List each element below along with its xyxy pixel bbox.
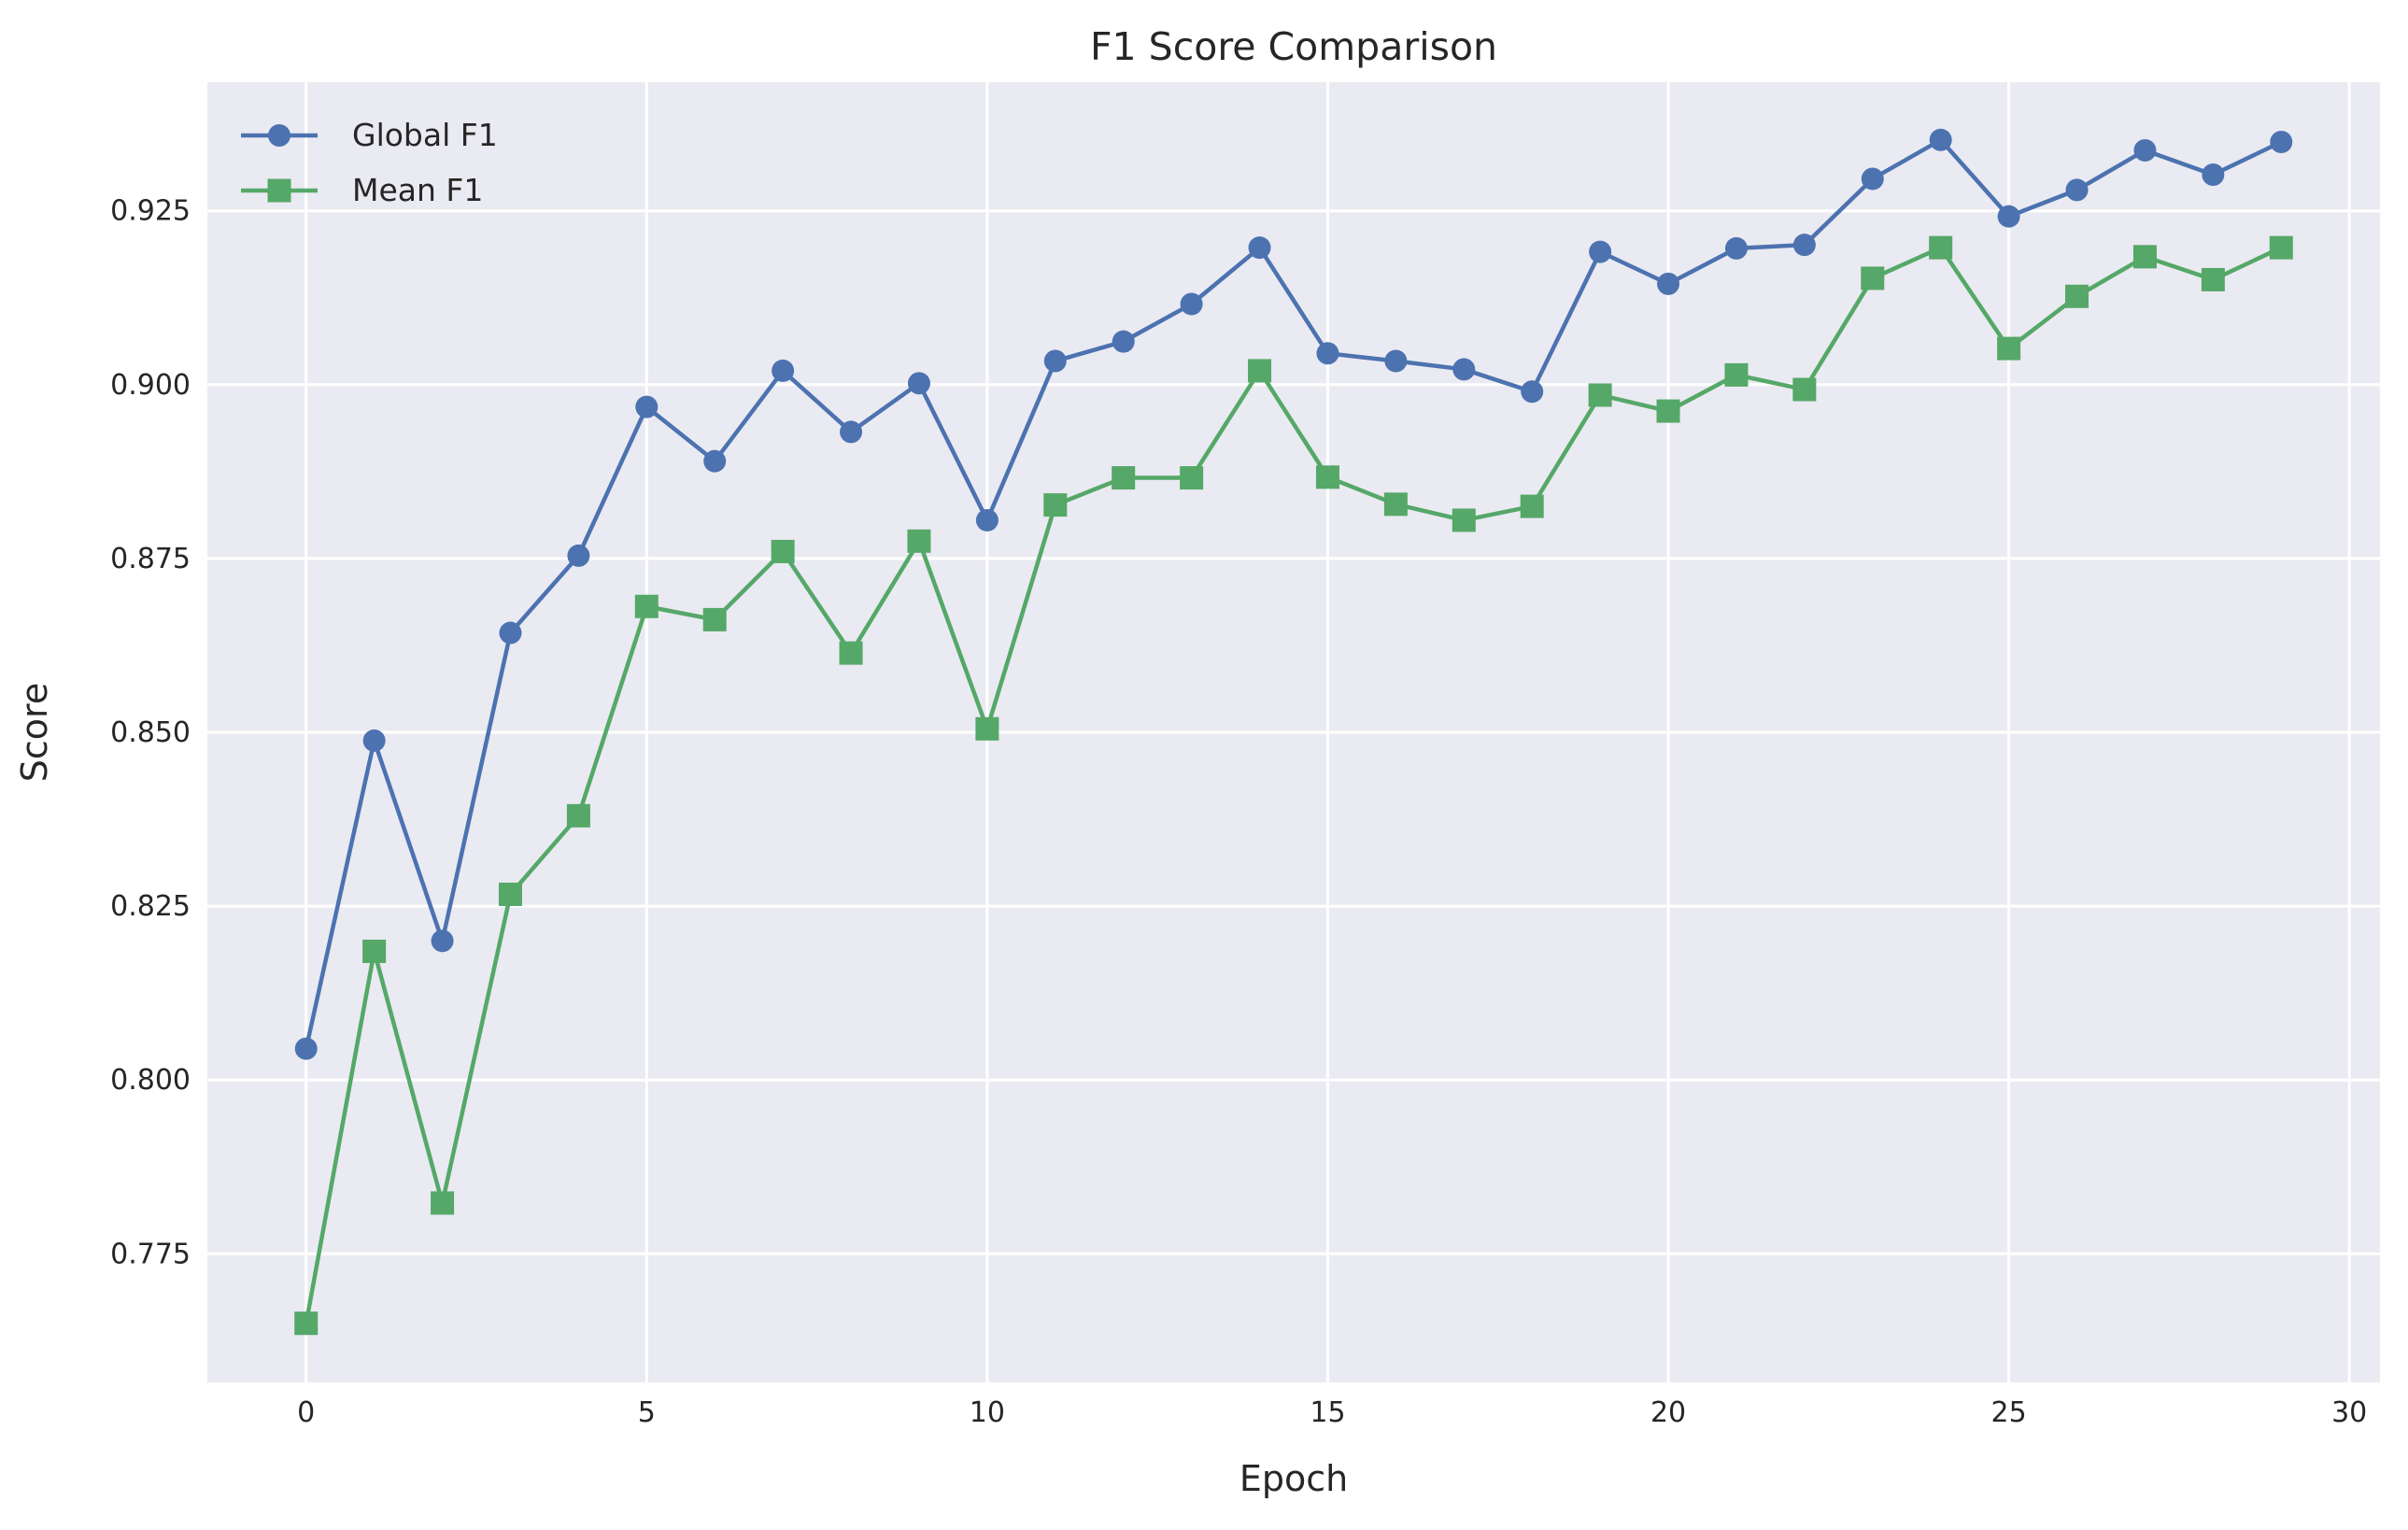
data-point-mean-f1 <box>1180 466 1204 490</box>
data-point-global-f1 <box>907 372 930 395</box>
data-point-mean-f1 <box>702 607 727 631</box>
data-point-mean-f1 <box>1520 494 1544 518</box>
x-tick-label: 15 <box>1310 1396 1345 1429</box>
series-line-global-f1 <box>304 137 2284 1051</box>
x-axis-label: Epoch <box>1239 1458 1348 1499</box>
y-tick-label: 0.875 <box>110 543 191 575</box>
data-point-global-f1 <box>2133 138 2157 162</box>
data-point-mean-f1 <box>1315 465 1339 489</box>
x-tick-label: 5 <box>638 1396 656 1429</box>
legend-marker-mean-f1 <box>267 178 291 203</box>
data-point-mean-f1 <box>1452 508 1476 532</box>
data-point-mean-f1 <box>1656 399 1680 423</box>
x-tick-label: 25 <box>1991 1396 2027 1429</box>
data-point-mean-f1 <box>907 529 931 553</box>
data-point-mean-f1 <box>839 641 863 665</box>
data-point-mean-f1 <box>634 594 659 618</box>
y-tick-label: 0.775 <box>110 1238 191 1270</box>
data-point-global-f1 <box>1043 349 1067 373</box>
series-line-mean-f1 <box>304 245 2284 1325</box>
data-point-global-f1 <box>1248 236 1271 260</box>
data-point-global-f1 <box>499 621 522 645</box>
data-point-mean-f1 <box>431 1191 455 1215</box>
data-point-global-f1 <box>1861 167 1884 191</box>
legend-item-global-f1: Global F1 <box>241 117 498 153</box>
data-point-mean-f1 <box>2201 267 2225 291</box>
data-point-global-f1 <box>1997 205 2020 228</box>
data-point-global-f1 <box>635 395 659 418</box>
data-point-mean-f1 <box>1043 493 1068 517</box>
data-point-mean-f1 <box>294 1311 319 1336</box>
legend-label-global-f1: Global F1 <box>352 117 498 153</box>
data-point-mean-f1 <box>1588 383 1612 407</box>
data-point-global-f1 <box>1657 272 1680 295</box>
data-point-mean-f1 <box>2269 235 2293 260</box>
legend: Global F1 Mean F1 <box>241 117 498 208</box>
legend-item-mean-f1: Mean F1 <box>241 172 483 208</box>
data-point-global-f1 <box>1384 349 1408 373</box>
data-point-mean-f1 <box>1861 266 1885 290</box>
data-point-global-f1 <box>1452 358 1476 381</box>
data-point-global-f1 <box>703 449 727 473</box>
data-point-global-f1 <box>1929 128 1952 151</box>
data-point-global-f1 <box>567 544 590 567</box>
data-point-mean-f1 <box>498 882 522 906</box>
data-point-mean-f1 <box>566 803 590 828</box>
data-point-mean-f1 <box>1792 377 1817 402</box>
data-point-mean-f1 <box>1248 359 1272 383</box>
x-tick-label: 30 <box>2331 1396 2367 1429</box>
data-point-mean-f1 <box>2065 284 2089 308</box>
y-tick-label: 0.900 <box>110 369 191 402</box>
data-point-global-f1 <box>1316 342 1339 365</box>
data-point-global-f1 <box>1792 234 1816 257</box>
data-point-mean-f1 <box>1724 362 1749 387</box>
data-point-mean-f1 <box>975 716 999 741</box>
data-point-global-f1 <box>840 420 863 444</box>
data-point-mean-f1 <box>362 939 387 963</box>
data-point-mean-f1 <box>1383 492 1408 517</box>
data-point-global-f1 <box>2202 163 2225 187</box>
y-tick-label: 0.800 <box>110 1064 191 1097</box>
data-point-global-f1 <box>1180 292 1203 316</box>
data-point-global-f1 <box>1589 240 1612 263</box>
data-point-mean-f1 <box>2132 245 2157 269</box>
data-point-global-f1 <box>2065 178 2089 202</box>
series-global-f1 <box>294 128 2293 1060</box>
tick-labels: 0 5 10 15 20 25 30 0.775 0.800 0.825 0.850 0.875 0.9… <box>110 195 2367 1429</box>
data-point-global-f1 <box>1724 236 1748 260</box>
x-tick-label: 10 <box>970 1396 1005 1429</box>
data-point-global-f1 <box>975 508 999 531</box>
data-point-global-f1 <box>362 729 386 752</box>
data-point-global-f1 <box>772 359 795 382</box>
chart-title: F1 Score Comparison <box>1090 24 1497 69</box>
x-tick-label: 20 <box>1650 1396 1686 1429</box>
data-point-global-f1 <box>1112 330 1135 353</box>
series-mean-f1 <box>294 235 2293 1336</box>
legend-marker-global-f1 <box>268 124 290 147</box>
x-tick-label: 0 <box>297 1396 315 1429</box>
data-point-mean-f1 <box>771 539 795 563</box>
data-point-mean-f1 <box>1112 466 1136 490</box>
data-point-global-f1 <box>1521 380 1544 404</box>
y-tick-label: 0.825 <box>110 890 191 923</box>
y-tick-label: 0.925 <box>110 195 191 228</box>
legend-label-mean-f1: Mean F1 <box>352 172 483 208</box>
data-point-global-f1 <box>2270 131 2293 154</box>
y-axis-label: Score <box>14 683 55 782</box>
data-point-global-f1 <box>294 1037 318 1060</box>
y-tick-label: 0.850 <box>110 716 191 749</box>
data-point-global-f1 <box>431 929 454 953</box>
data-point-mean-f1 <box>1997 336 2021 361</box>
series-group <box>294 128 2293 1336</box>
data-point-mean-f1 <box>1929 235 1953 260</box>
